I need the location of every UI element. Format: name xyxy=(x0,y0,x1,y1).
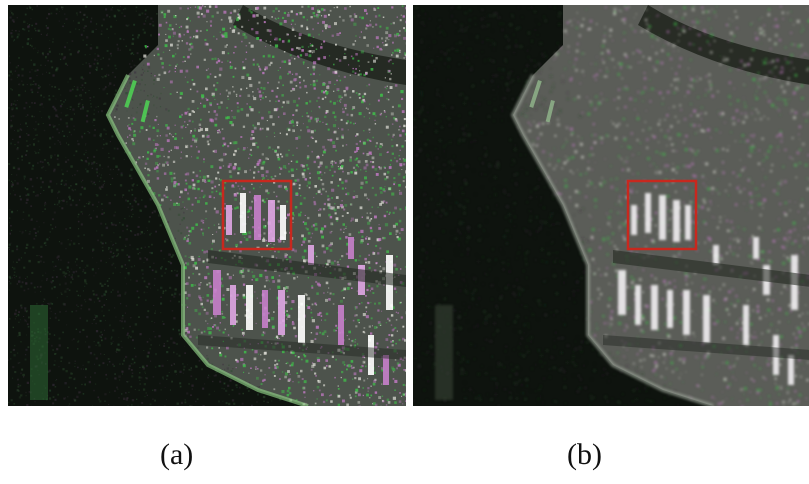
sar-image-b xyxy=(413,5,809,406)
sar-image-panel-a xyxy=(8,5,406,406)
sar-image-a xyxy=(8,5,406,406)
caption-b: (b) xyxy=(567,438,602,471)
highlight-box xyxy=(221,179,293,251)
caption-a: (a) xyxy=(160,438,194,471)
highlight-box xyxy=(626,179,698,251)
sar-image-panel-b xyxy=(413,5,809,406)
